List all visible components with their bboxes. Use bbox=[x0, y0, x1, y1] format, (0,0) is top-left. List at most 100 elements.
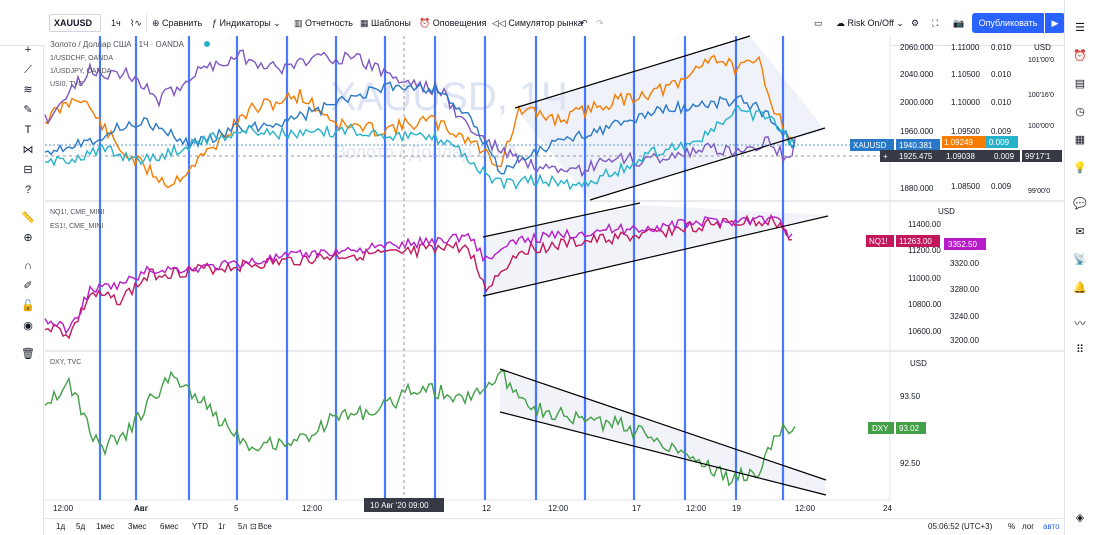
legend-main-1[interactable]: 1/USDCHF, OANDA bbox=[50, 55, 113, 62]
streams-icon[interactable]: 📡 bbox=[1073, 254, 1087, 266]
crosshair-icon[interactable]: + bbox=[24, 44, 32, 56]
ruler-icon[interactable]: 📏 bbox=[21, 212, 35, 224]
usd-label-low[interactable]: USD bbox=[910, 359, 927, 368]
axis-main-c-1: 0.010 bbox=[991, 70, 1012, 79]
price-tag-xauusd-name bbox=[850, 139, 894, 151]
financials-icon: ▥ bbox=[294, 18, 306, 28]
usd-label-main[interactable]: USD bbox=[1034, 43, 1051, 52]
fullscreen-icon[interactable]: ⛶ bbox=[932, 18, 939, 28]
notifications-icon[interactable]: 🔔 bbox=[1073, 282, 1087, 294]
brush-icon[interactable]: ✎ bbox=[23, 104, 33, 116]
legend-mid-0[interactable]: NQ1!, CME_MINI bbox=[50, 209, 105, 216]
settings-icon[interactable]: ⚙ bbox=[911, 18, 920, 28]
legend-mid-1[interactable]: ES1!, CME_MINI bbox=[50, 223, 103, 230]
goto-date-icon[interactable]: ⊡ bbox=[250, 522, 257, 531]
alerts-button[interactable]: ⏰ Оповещения bbox=[419, 14, 486, 32]
risk-button[interactable]: ☁ Risk On/Off ⌄ bbox=[836, 14, 904, 32]
compare-button[interactable]: ⊕ Сравнить bbox=[152, 14, 202, 32]
range-button-3[interactable]: 3мес bbox=[128, 522, 147, 531]
fib-icon[interactable]: ≋ bbox=[23, 84, 33, 96]
undo-icon[interactable]: ↶ bbox=[580, 18, 588, 28]
axis-main-c-2: 0.010 bbox=[991, 98, 1012, 107]
percent-toggle[interactable]: % bbox=[1008, 522, 1016, 531]
legend-main-0[interactable]: Золото / Доллар США · 1Ч · OANDA bbox=[50, 40, 185, 49]
data-window-icon[interactable]: ▤ bbox=[1074, 78, 1086, 90]
series-line-purple[interactable] bbox=[44, 49, 796, 178]
channel-fill-low bbox=[500, 369, 825, 495]
range-button-1[interactable]: 5д bbox=[76, 522, 86, 531]
price-tag-nq-name-text: NQ1! bbox=[869, 237, 888, 246]
pattern-icon[interactable]: ⋈ bbox=[22, 144, 34, 156]
chart-canvas[interactable]: XAUUSD, 1Ч Золото / Доллар США Золото / … bbox=[0, 0, 1064, 518]
range-button-2[interactable]: 1мес bbox=[96, 522, 115, 531]
series-line-blue[interactable] bbox=[44, 81, 796, 175]
range-button-0[interactable]: 1д bbox=[56, 522, 66, 531]
publish-button[interactable]: Опубликовать bbox=[972, 13, 1044, 33]
bottom-toolbar: 1д 5д 1мес 3мес 6мес YTD 1г 5л Все ⊡ 05:06:52 (U… bbox=[44, 518, 1064, 535]
layout-icon[interactable]: ▭ bbox=[814, 18, 823, 28]
history-icon[interactable]: ◷ bbox=[1075, 106, 1085, 118]
price-tag-es-text: 3352.50 bbox=[948, 240, 977, 249]
channel-line-mid-bottom[interactable] bbox=[482, 215, 829, 297]
watchlist-icon[interactable]: ☰ bbox=[1075, 22, 1085, 34]
series-line-green[interactable] bbox=[44, 369, 796, 487]
lock-draw-icon[interactable]: ✐ bbox=[23, 280, 33, 292]
axis-main-b-3: 1.09500 bbox=[951, 127, 980, 136]
price-tag-dxy-name bbox=[868, 422, 894, 434]
channel-line-low-top[interactable] bbox=[499, 368, 827, 481]
replay-label: Симулятор рынка bbox=[508, 18, 583, 28]
calendar-icon[interactable]: ▦ bbox=[1074, 134, 1086, 146]
channel-line-main-top[interactable] bbox=[514, 35, 751, 109]
channel-line-mid-top[interactable] bbox=[482, 202, 641, 238]
axis-main-a-1: 2040.000 bbox=[900, 70, 934, 79]
axis-main-b-1: 1.10500 bbox=[951, 70, 980, 79]
help-icon[interactable]: ? bbox=[24, 184, 32, 196]
financials-button[interactable]: ▥ Отчетность bbox=[294, 14, 353, 32]
trend-icon[interactable]: 〰 bbox=[1074, 318, 1086, 330]
lock-icon[interactable]: 🔓 bbox=[21, 300, 35, 312]
legend-low-0[interactable]: DXY, TVC bbox=[50, 359, 81, 366]
idea-icon[interactable]: 💡 bbox=[1073, 162, 1087, 174]
crosshair-plus-icon[interactable]: + bbox=[883, 152, 888, 161]
templates-button[interactable]: ▦ Шаблоны bbox=[360, 14, 411, 32]
indicators-button[interactable]: ƒ Индикаторы ⌄ bbox=[212, 14, 281, 32]
series-line-magenta[interactable] bbox=[44, 215, 793, 335]
interval-button[interactable]: 1ч bbox=[111, 18, 121, 28]
zoom-icon[interactable]: ⊕ bbox=[23, 232, 33, 244]
range-button-4[interactable]: 6мес bbox=[160, 522, 179, 531]
series-line-crimson[interactable] bbox=[44, 213, 792, 340]
range-button-6[interactable]: 1г bbox=[218, 522, 226, 531]
legend-main-2[interactable]: 1/USDJPY, OANDA bbox=[50, 68, 112, 75]
auto-toggle[interactable]: авто bbox=[1043, 522, 1060, 531]
text-icon[interactable]: T bbox=[24, 124, 32, 136]
layers-icon[interactable]: ◈ bbox=[1075, 512, 1085, 524]
price-tag-dxy-name-text: DXY bbox=[872, 424, 889, 433]
price-tag-nq bbox=[896, 235, 940, 247]
play-icon[interactable]: ▶ bbox=[1045, 13, 1065, 33]
trash-icon[interactable]: 🗑 bbox=[21, 348, 35, 360]
range-button-5[interactable]: YTD bbox=[192, 522, 208, 531]
series-line-teal[interactable] bbox=[44, 104, 796, 191]
symbol-search[interactable]: XAUUSD bbox=[49, 14, 101, 32]
magnet-icon[interactable]: ∩ bbox=[24, 260, 32, 272]
time-label-8: 19 bbox=[732, 504, 741, 513]
camera-icon[interactable]: 📷 bbox=[953, 18, 965, 28]
log-toggle[interactable]: лог bbox=[1022, 522, 1035, 531]
trendline-icon[interactable]: ⟋ bbox=[24, 64, 32, 76]
usd-label-mid[interactable]: USD bbox=[938, 207, 955, 216]
range-button-8[interactable]: Все bbox=[258, 522, 272, 531]
dom-icon[interactable]: ⠿ bbox=[1075, 344, 1085, 356]
alarm-clock-icon[interactable]: ⏰ bbox=[1073, 50, 1087, 62]
legend-main-3[interactable]: USI0, TVC bbox=[50, 81, 83, 88]
chart-type-icon[interactable]: ⌇∿ bbox=[130, 18, 142, 28]
chat-icon[interactable]: 💬 bbox=[1073, 198, 1087, 210]
channel-line-main-bottom[interactable] bbox=[589, 127, 826, 201]
channel-line-low-bottom[interactable] bbox=[499, 411, 827, 496]
range-button-7[interactable]: 5л bbox=[238, 522, 248, 531]
series-line-orange[interactable] bbox=[44, 54, 796, 189]
messages-icon[interactable]: ✉ bbox=[1075, 226, 1085, 238]
measure-icon[interactable]: ⊟ bbox=[23, 164, 33, 176]
replay-button[interactable]: ◁◁ Симулятор рынка bbox=[492, 14, 583, 32]
eye-icon[interactable]: ◉ bbox=[23, 320, 33, 332]
redo-icon[interactable]: ↷ bbox=[596, 18, 604, 28]
